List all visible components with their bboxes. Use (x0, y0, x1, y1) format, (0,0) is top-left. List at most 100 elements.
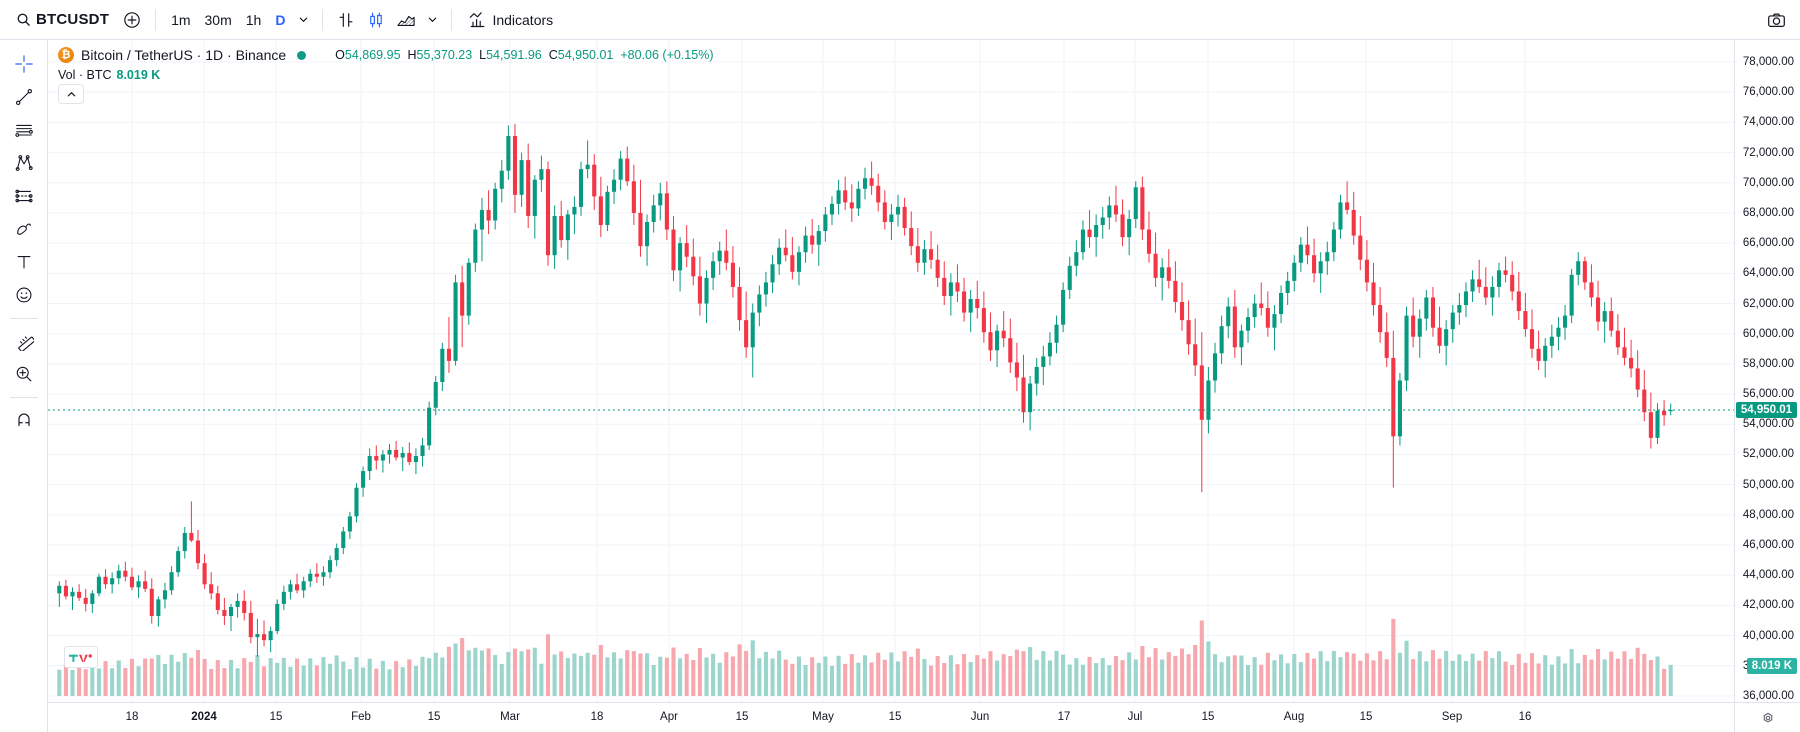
time-tick-label: 15 (735, 711, 749, 723)
price-tick-label: 36,000.00 (1742, 690, 1794, 702)
chart-container: ₿ Bitcoin / TetherUS · 1D · Binance O54,… (48, 40, 1800, 732)
price-tick-label: 46,000.00 (1742, 539, 1794, 552)
price-tick-label: 44,000.00 (1742, 569, 1794, 582)
toolbar-divider-2 (322, 8, 324, 31)
current-price-badge[interactable]: 54,950.01 (1735, 401, 1797, 418)
drawing-toolbar (0, 40, 48, 732)
time-tick-label: 17 (1057, 711, 1071, 723)
text-icon[interactable] (7, 246, 41, 278)
magnet-icon[interactable] (7, 404, 41, 436)
price-tick-label: 54,000.00 (1742, 418, 1794, 431)
elliott-wave-icon[interactable] (7, 147, 41, 179)
emoji-icon[interactable] (7, 279, 41, 311)
price-tick-label: 64,000.00 (1742, 267, 1794, 280)
time-tick-label: Apr (660, 711, 678, 723)
price-tick-label: 42,000.00 (1742, 599, 1794, 612)
time-axis-labels[interactable]: 18 2024 15 Feb 15 Mar 18 Apr 15 May 15 Jun 17 Jul 15 Au… (48, 703, 1734, 732)
symbol-group: BTCUSDT (8, 6, 147, 34)
time-tick-label: 18 (125, 711, 139, 723)
camera-icon (1767, 11, 1786, 30)
time-tick-label: 15 (427, 711, 441, 723)
time-tick-label: Sep (1441, 711, 1463, 723)
price-tick-label: 48,000.00 (1742, 508, 1794, 521)
time-tick-label: 15 (1359, 711, 1373, 723)
symbol-search-button[interactable]: BTCUSDT (8, 6, 117, 34)
indicators-icon (468, 11, 487, 29)
time-tick-label: 15 (269, 711, 283, 723)
price-tick-label: 66,000.00 (1742, 237, 1794, 250)
top-toolbar: BTCUSDT 1m 30m 1h D (0, 0, 1800, 40)
tradingview-logo[interactable] (64, 646, 98, 668)
search-icon (16, 12, 31, 27)
time-tick-label: 16 (1518, 711, 1532, 723)
chart-row: ₿ Bitcoin / TetherUS · 1D · Binance O54,… (48, 40, 1800, 702)
time-tick-label: Jun (970, 711, 990, 723)
time-tick-label: Aug (1283, 711, 1305, 723)
bar-style-icon (337, 11, 355, 29)
time-tick-label: Mar (500, 711, 520, 723)
rail-divider-2 (9, 397, 38, 398)
chart-canvas[interactable]: ₿ Bitcoin / TetherUS · 1D · Binance O54,… (48, 40, 1734, 702)
candlestick-style-button[interactable] (361, 6, 391, 34)
price-tick-label: 68,000.00 (1742, 206, 1794, 219)
collapse-pane-button[interactable] (58, 84, 84, 104)
chart-style-dropdown-button[interactable] (421, 6, 443, 34)
timeframe-dropdown-button[interactable] (292, 6, 314, 34)
time-tick-label: Feb (351, 711, 371, 723)
time-tick-label: Jul (1127, 711, 1143, 723)
area-chart-icon (396, 11, 416, 29)
bar-style-button[interactable] (331, 6, 361, 34)
timeframe-1h[interactable]: 1h (245, 11, 262, 28)
indicators-label: Indicators (492, 11, 554, 28)
time-tick-label: 2024 (191, 711, 217, 723)
cross-cursor-icon[interactable] (7, 48, 41, 80)
timeframe-D[interactable]: D (275, 11, 286, 28)
chevron-up-icon (66, 89, 77, 100)
time-tick-label: 18 (590, 711, 604, 723)
price-tick-label: 76,000.00 (1742, 86, 1794, 99)
screenshot-button[interactable] (1762, 6, 1790, 34)
price-tick-label: 60,000.00 (1742, 327, 1794, 340)
price-tick-label: 40,000.00 (1742, 629, 1794, 642)
timeframe-30m[interactable]: 30m (204, 11, 232, 28)
ruler-icon[interactable] (7, 325, 41, 357)
price-tick-label: 74,000.00 (1742, 116, 1794, 129)
horizontal-lines-icon[interactable] (7, 114, 41, 146)
price-tick-label: 50,000.00 (1742, 478, 1794, 491)
volume-badge[interactable]: 8.019 K (1746, 658, 1797, 674)
timeframe-group: 1m 30m 1h D (164, 6, 314, 34)
trend-line-icon[interactable] (7, 81, 41, 113)
brush-icon[interactable] (7, 213, 41, 245)
add-symbol-button[interactable] (117, 6, 147, 34)
time-tick-label: May (812, 711, 834, 723)
prediction-icon[interactable] (7, 180, 41, 212)
price-tick-label: 56,000.00 (1742, 388, 1794, 401)
chart-style-group (331, 6, 443, 34)
symbol-label: BTCUSDT (36, 11, 110, 28)
zoom-in-icon[interactable] (7, 358, 41, 390)
chevron-down-icon (298, 14, 309, 25)
price-tick-label: 70,000.00 (1742, 176, 1794, 189)
time-tick-label: 15 (1201, 711, 1215, 723)
toolbar-divider (155, 8, 157, 31)
area-style-button[interactable] (391, 6, 421, 34)
time-axis[interactable]: 18 2024 15 Feb 15 Mar 18 Apr 15 May 15 Jun 17 Jul 15 Au… (48, 702, 1800, 732)
candlestick-icon (367, 11, 385, 29)
price-tick-label: 58,000.00 (1742, 357, 1794, 370)
candlestick-svg (48, 40, 1734, 702)
indicators-button[interactable]: Indicators (460, 6, 561, 34)
timeframe-1m[interactable]: 1m (171, 11, 191, 28)
plus-circle-icon (123, 11, 141, 29)
price-tick-label: 78,000.00 (1742, 56, 1794, 68)
app-body: ₿ Bitcoin / TetherUS · 1D · Binance O54,… (0, 40, 1800, 732)
chart-settings-cell (1734, 703, 1800, 732)
time-tick-label: 15 (888, 711, 902, 723)
price-tick-label: 62,000.00 (1742, 297, 1794, 310)
chevron-down-icon (427, 14, 438, 25)
toolbar-divider-3 (451, 8, 453, 31)
price-tick-label: 52,000.00 (1742, 448, 1794, 461)
price-tick-label: 72,000.00 (1742, 146, 1794, 159)
price-scale[interactable]: 78,000.00 76,000.00 74,000.00 72,000.00 70,0… (1734, 40, 1800, 702)
gear-icon[interactable] (1760, 710, 1776, 726)
